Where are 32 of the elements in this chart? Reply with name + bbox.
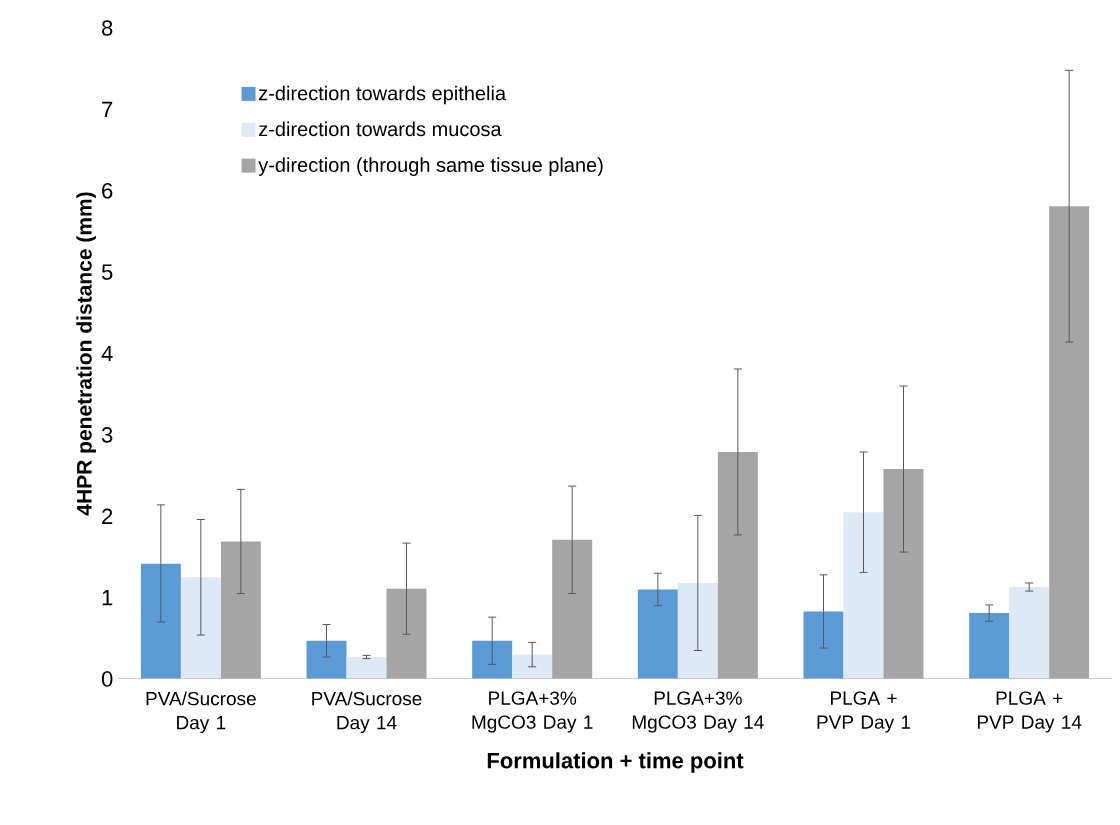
- x-axis-title: Formulation + time point: [487, 752, 744, 773]
- y-tick-label: 0: [101, 671, 113, 687]
- y-tick-label: 3: [101, 427, 113, 443]
- x-tick-label: PLGA + PVP Day 14: [977, 691, 1082, 733]
- y-tick-label: 5: [101, 264, 113, 280]
- bar: [220, 541, 261, 679]
- bar: [306, 640, 347, 679]
- bar: [717, 451, 758, 679]
- y-tick-label: 1: [102, 590, 113, 606]
- bar: [346, 657, 387, 679]
- y-tick-label: 8: [102, 20, 113, 36]
- bar: [843, 512, 884, 679]
- y-tick-label: 7: [102, 101, 113, 117]
- x-tick-label: PLGA+3% MgCO3 Day 14: [632, 691, 764, 733]
- bar: [512, 654, 553, 679]
- legend-label: z-direction towards epithelia: [259, 85, 507, 105]
- y-tick-label: 4: [101, 345, 113, 362]
- bar: [1049, 206, 1090, 679]
- legend-label: z-direction towards mucosa: [259, 121, 502, 137]
- x-tick-label: PLGA+3% MgCO3 Day 1: [472, 691, 593, 733]
- x-tick-label: PVA/Sucrose Day 14: [312, 691, 422, 734]
- y-tick-label: 6: [102, 182, 113, 199]
- x-tick-label: PVA/Sucrose Day 1: [146, 691, 256, 734]
- bar: [1009, 587, 1050, 679]
- bar: [969, 613, 1010, 679]
- y-axis-title: 4HPR penetration distance (mm): [76, 192, 96, 516]
- bar: [552, 539, 593, 679]
- x-tick-label: PLGA + PVP Day 1: [817, 691, 911, 733]
- bar: [883, 469, 924, 679]
- y-tick-label: 2: [102, 508, 113, 524]
- bar: [637, 589, 678, 679]
- legend-label: y-direction (through same tissue plane): [258, 157, 603, 176]
